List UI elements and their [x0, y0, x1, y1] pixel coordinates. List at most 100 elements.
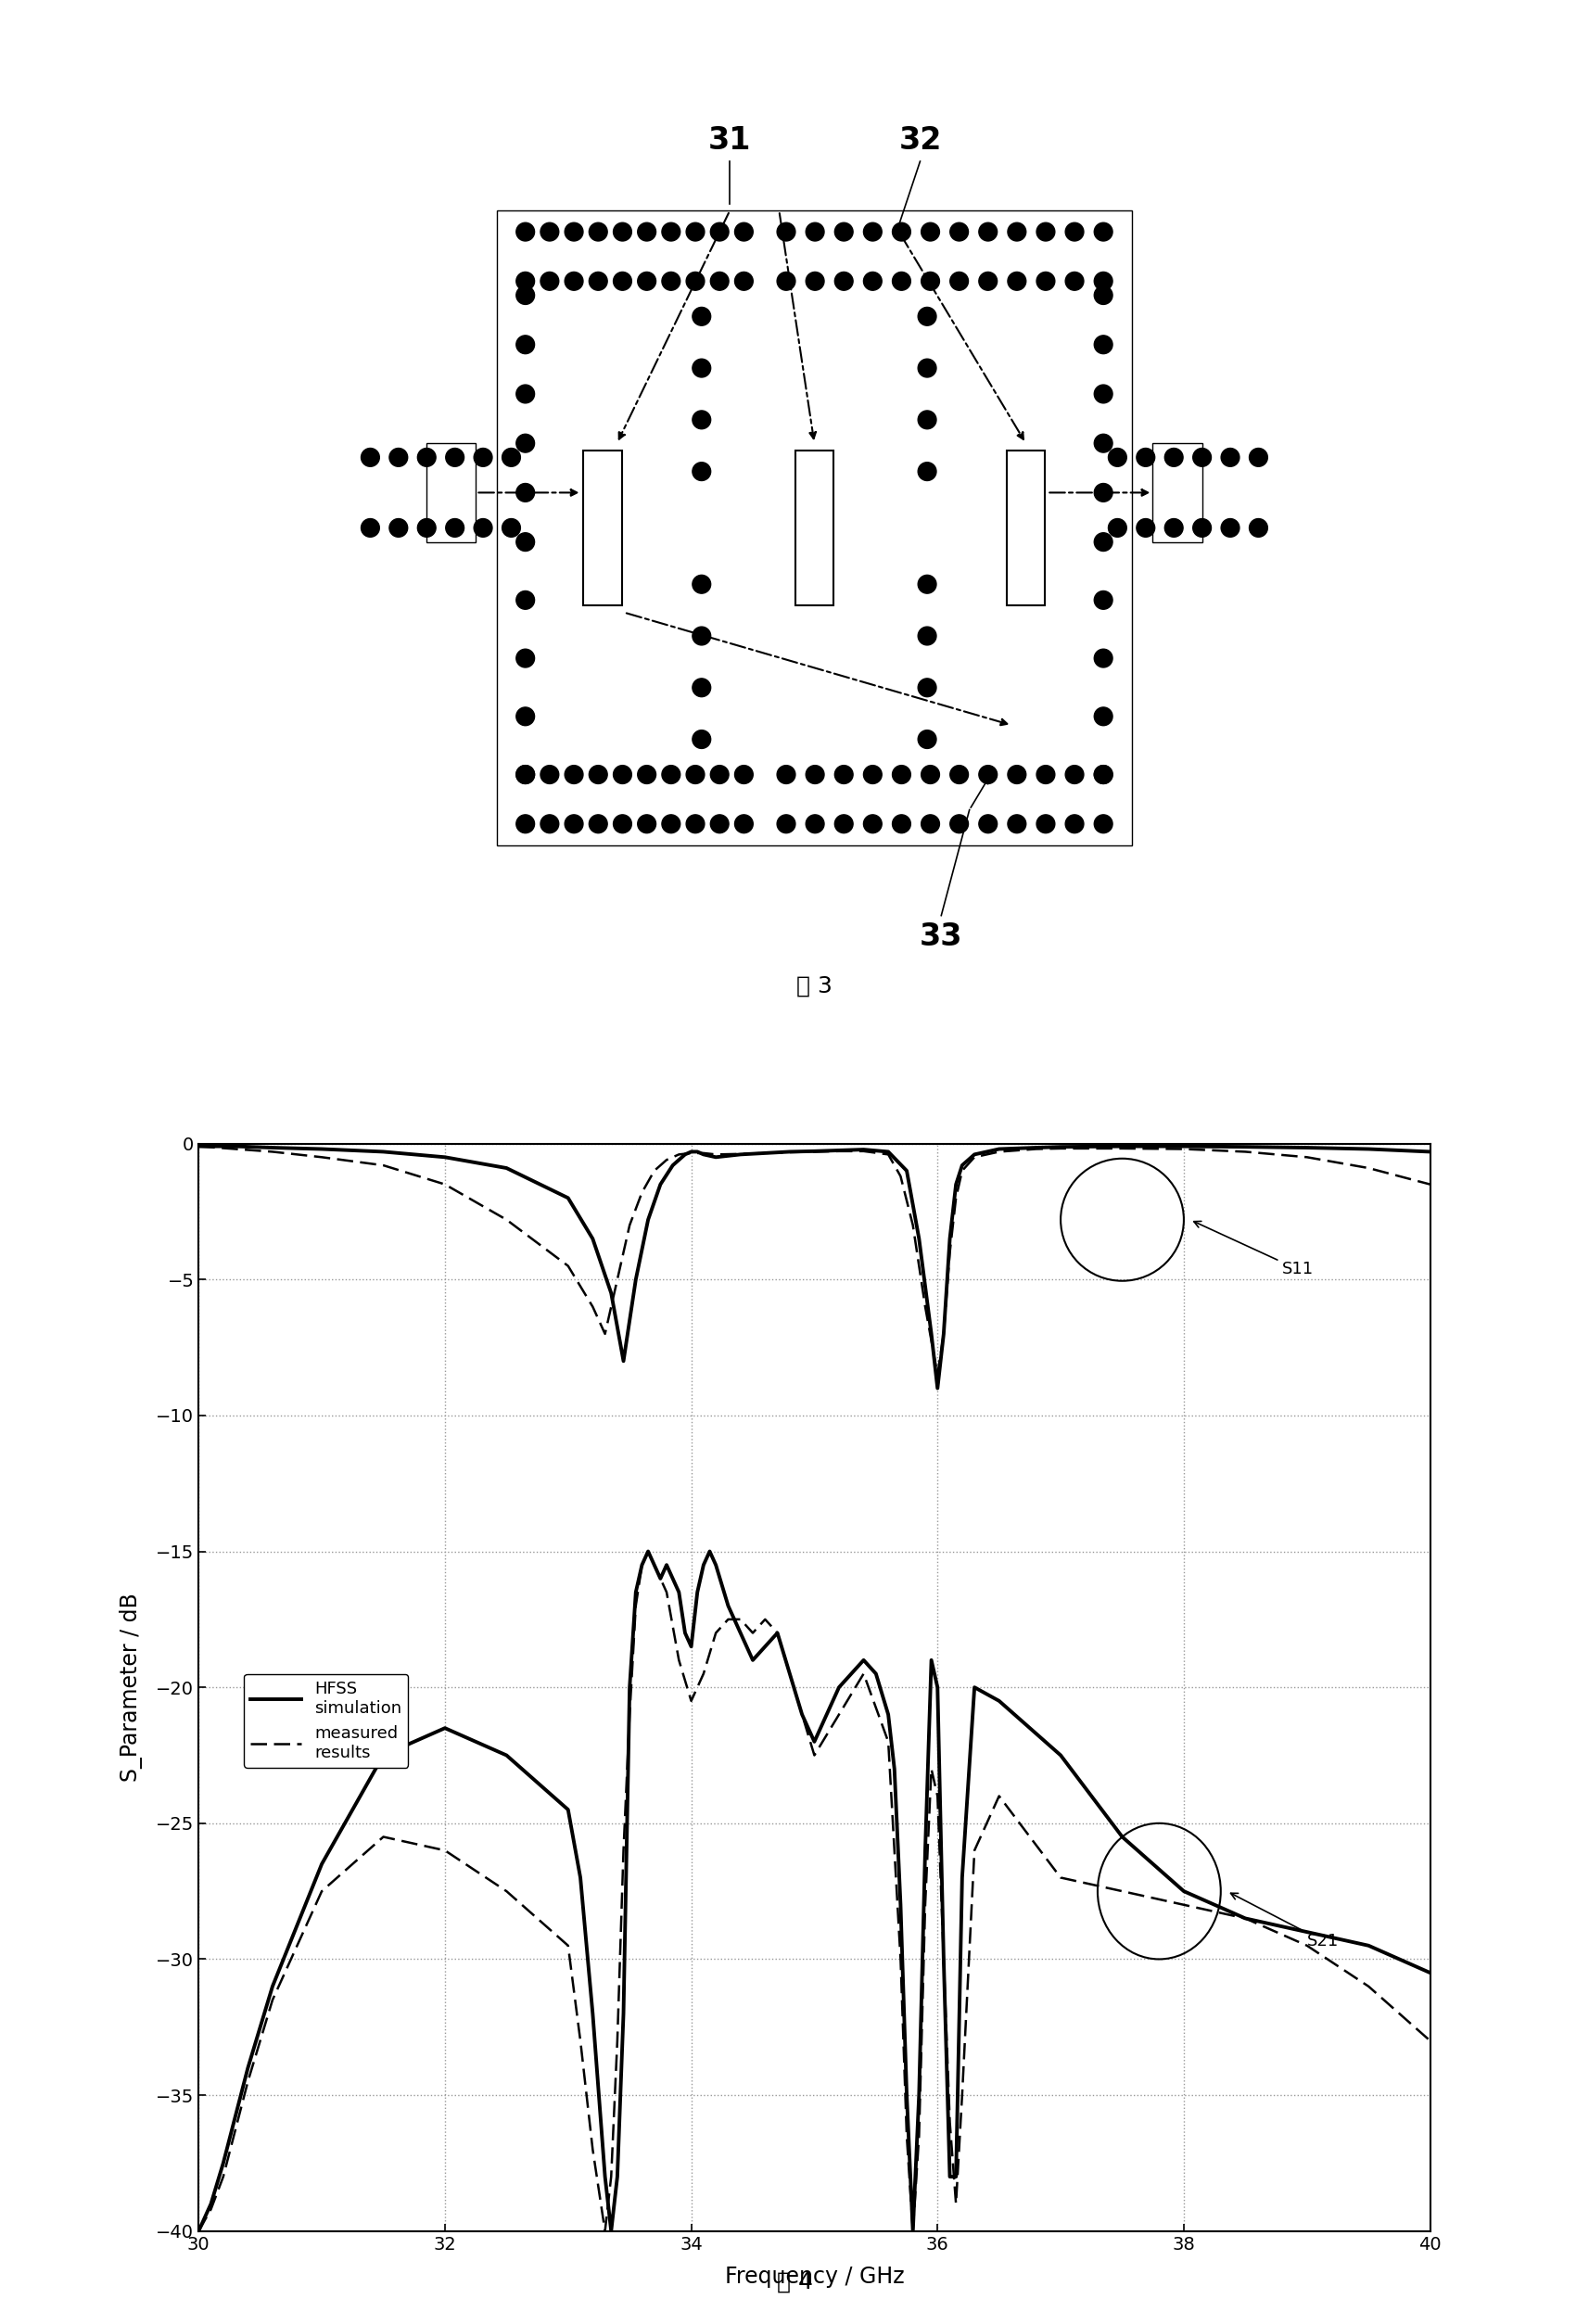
Circle shape	[710, 272, 729, 290]
Circle shape	[734, 765, 753, 783]
Text: S21: S21	[1231, 1894, 1338, 1950]
Circle shape	[663, 816, 680, 832]
Circle shape	[516, 286, 534, 304]
Circle shape	[777, 272, 796, 290]
Circle shape	[1108, 449, 1127, 467]
Circle shape	[540, 272, 559, 290]
Circle shape	[809, 565, 820, 579]
Text: 图 3: 图 3	[796, 974, 833, 997]
Legend: HFSS
simulation, measured
results: HFSS simulation, measured results	[245, 1673, 408, 1769]
Circle shape	[1036, 272, 1055, 290]
Circle shape	[1065, 223, 1084, 242]
Circle shape	[564, 223, 583, 242]
Circle shape	[979, 223, 998, 242]
Circle shape	[637, 272, 656, 290]
Circle shape	[1036, 223, 1055, 242]
Circle shape	[950, 816, 968, 832]
Circle shape	[922, 816, 939, 832]
Circle shape	[1193, 518, 1211, 537]
Circle shape	[1019, 476, 1033, 490]
Circle shape	[686, 223, 704, 242]
Circle shape	[418, 518, 435, 537]
Circle shape	[1007, 223, 1026, 242]
Circle shape	[863, 272, 882, 290]
Circle shape	[516, 816, 534, 832]
Circle shape	[918, 411, 936, 430]
Circle shape	[590, 765, 607, 783]
Circle shape	[863, 223, 882, 242]
Circle shape	[1193, 449, 1211, 467]
Circle shape	[1019, 565, 1033, 579]
Circle shape	[834, 272, 853, 290]
Circle shape	[1095, 223, 1112, 242]
Circle shape	[834, 223, 853, 242]
Circle shape	[418, 449, 435, 467]
Circle shape	[516, 386, 534, 402]
Circle shape	[777, 765, 796, 783]
Circle shape	[389, 449, 408, 467]
Bar	[794, 451, 834, 604]
Circle shape	[918, 574, 936, 593]
Circle shape	[361, 518, 380, 537]
Circle shape	[596, 565, 610, 579]
Circle shape	[863, 816, 882, 832]
Circle shape	[516, 335, 534, 353]
Circle shape	[893, 765, 910, 783]
Circle shape	[686, 272, 704, 290]
Circle shape	[979, 816, 998, 832]
Circle shape	[693, 730, 710, 748]
Text: 32: 32	[899, 125, 942, 156]
Circle shape	[1095, 483, 1112, 502]
Circle shape	[918, 730, 936, 748]
Circle shape	[1007, 816, 1026, 832]
Circle shape	[516, 223, 534, 242]
Circle shape	[893, 223, 910, 242]
Circle shape	[777, 223, 796, 242]
Circle shape	[1220, 518, 1239, 537]
Circle shape	[596, 476, 610, 490]
Circle shape	[806, 223, 825, 242]
Circle shape	[710, 816, 729, 832]
Circle shape	[637, 765, 656, 783]
Circle shape	[516, 765, 534, 783]
Circle shape	[710, 223, 729, 242]
Circle shape	[710, 765, 729, 783]
Circle shape	[734, 816, 753, 832]
Circle shape	[922, 223, 939, 242]
Circle shape	[564, 816, 583, 832]
Circle shape	[1136, 449, 1155, 467]
Circle shape	[950, 272, 968, 290]
X-axis label: Frequency / GHz: Frequency / GHz	[725, 2266, 904, 2289]
Circle shape	[1095, 706, 1112, 725]
Circle shape	[1095, 532, 1112, 551]
Circle shape	[516, 532, 534, 551]
Circle shape	[734, 272, 753, 290]
Circle shape	[1095, 816, 1112, 832]
Circle shape	[806, 272, 825, 290]
Circle shape	[502, 518, 521, 537]
Circle shape	[1065, 765, 1084, 783]
Circle shape	[613, 223, 632, 242]
Circle shape	[540, 816, 559, 832]
Circle shape	[806, 816, 825, 832]
Circle shape	[693, 358, 710, 376]
Circle shape	[445, 518, 464, 537]
Circle shape	[693, 462, 710, 481]
Circle shape	[734, 223, 753, 242]
Circle shape	[1249, 449, 1268, 467]
Circle shape	[979, 272, 998, 290]
Circle shape	[613, 816, 632, 832]
Circle shape	[918, 307, 936, 325]
Circle shape	[834, 816, 853, 832]
Circle shape	[1007, 765, 1026, 783]
Circle shape	[950, 765, 968, 783]
Circle shape	[1095, 590, 1112, 609]
Circle shape	[686, 765, 704, 783]
Circle shape	[613, 272, 632, 290]
Bar	[1006, 451, 1046, 604]
Circle shape	[1095, 286, 1112, 304]
Circle shape	[693, 679, 710, 697]
Circle shape	[918, 627, 936, 646]
Circle shape	[564, 765, 583, 783]
Bar	[583, 451, 623, 604]
